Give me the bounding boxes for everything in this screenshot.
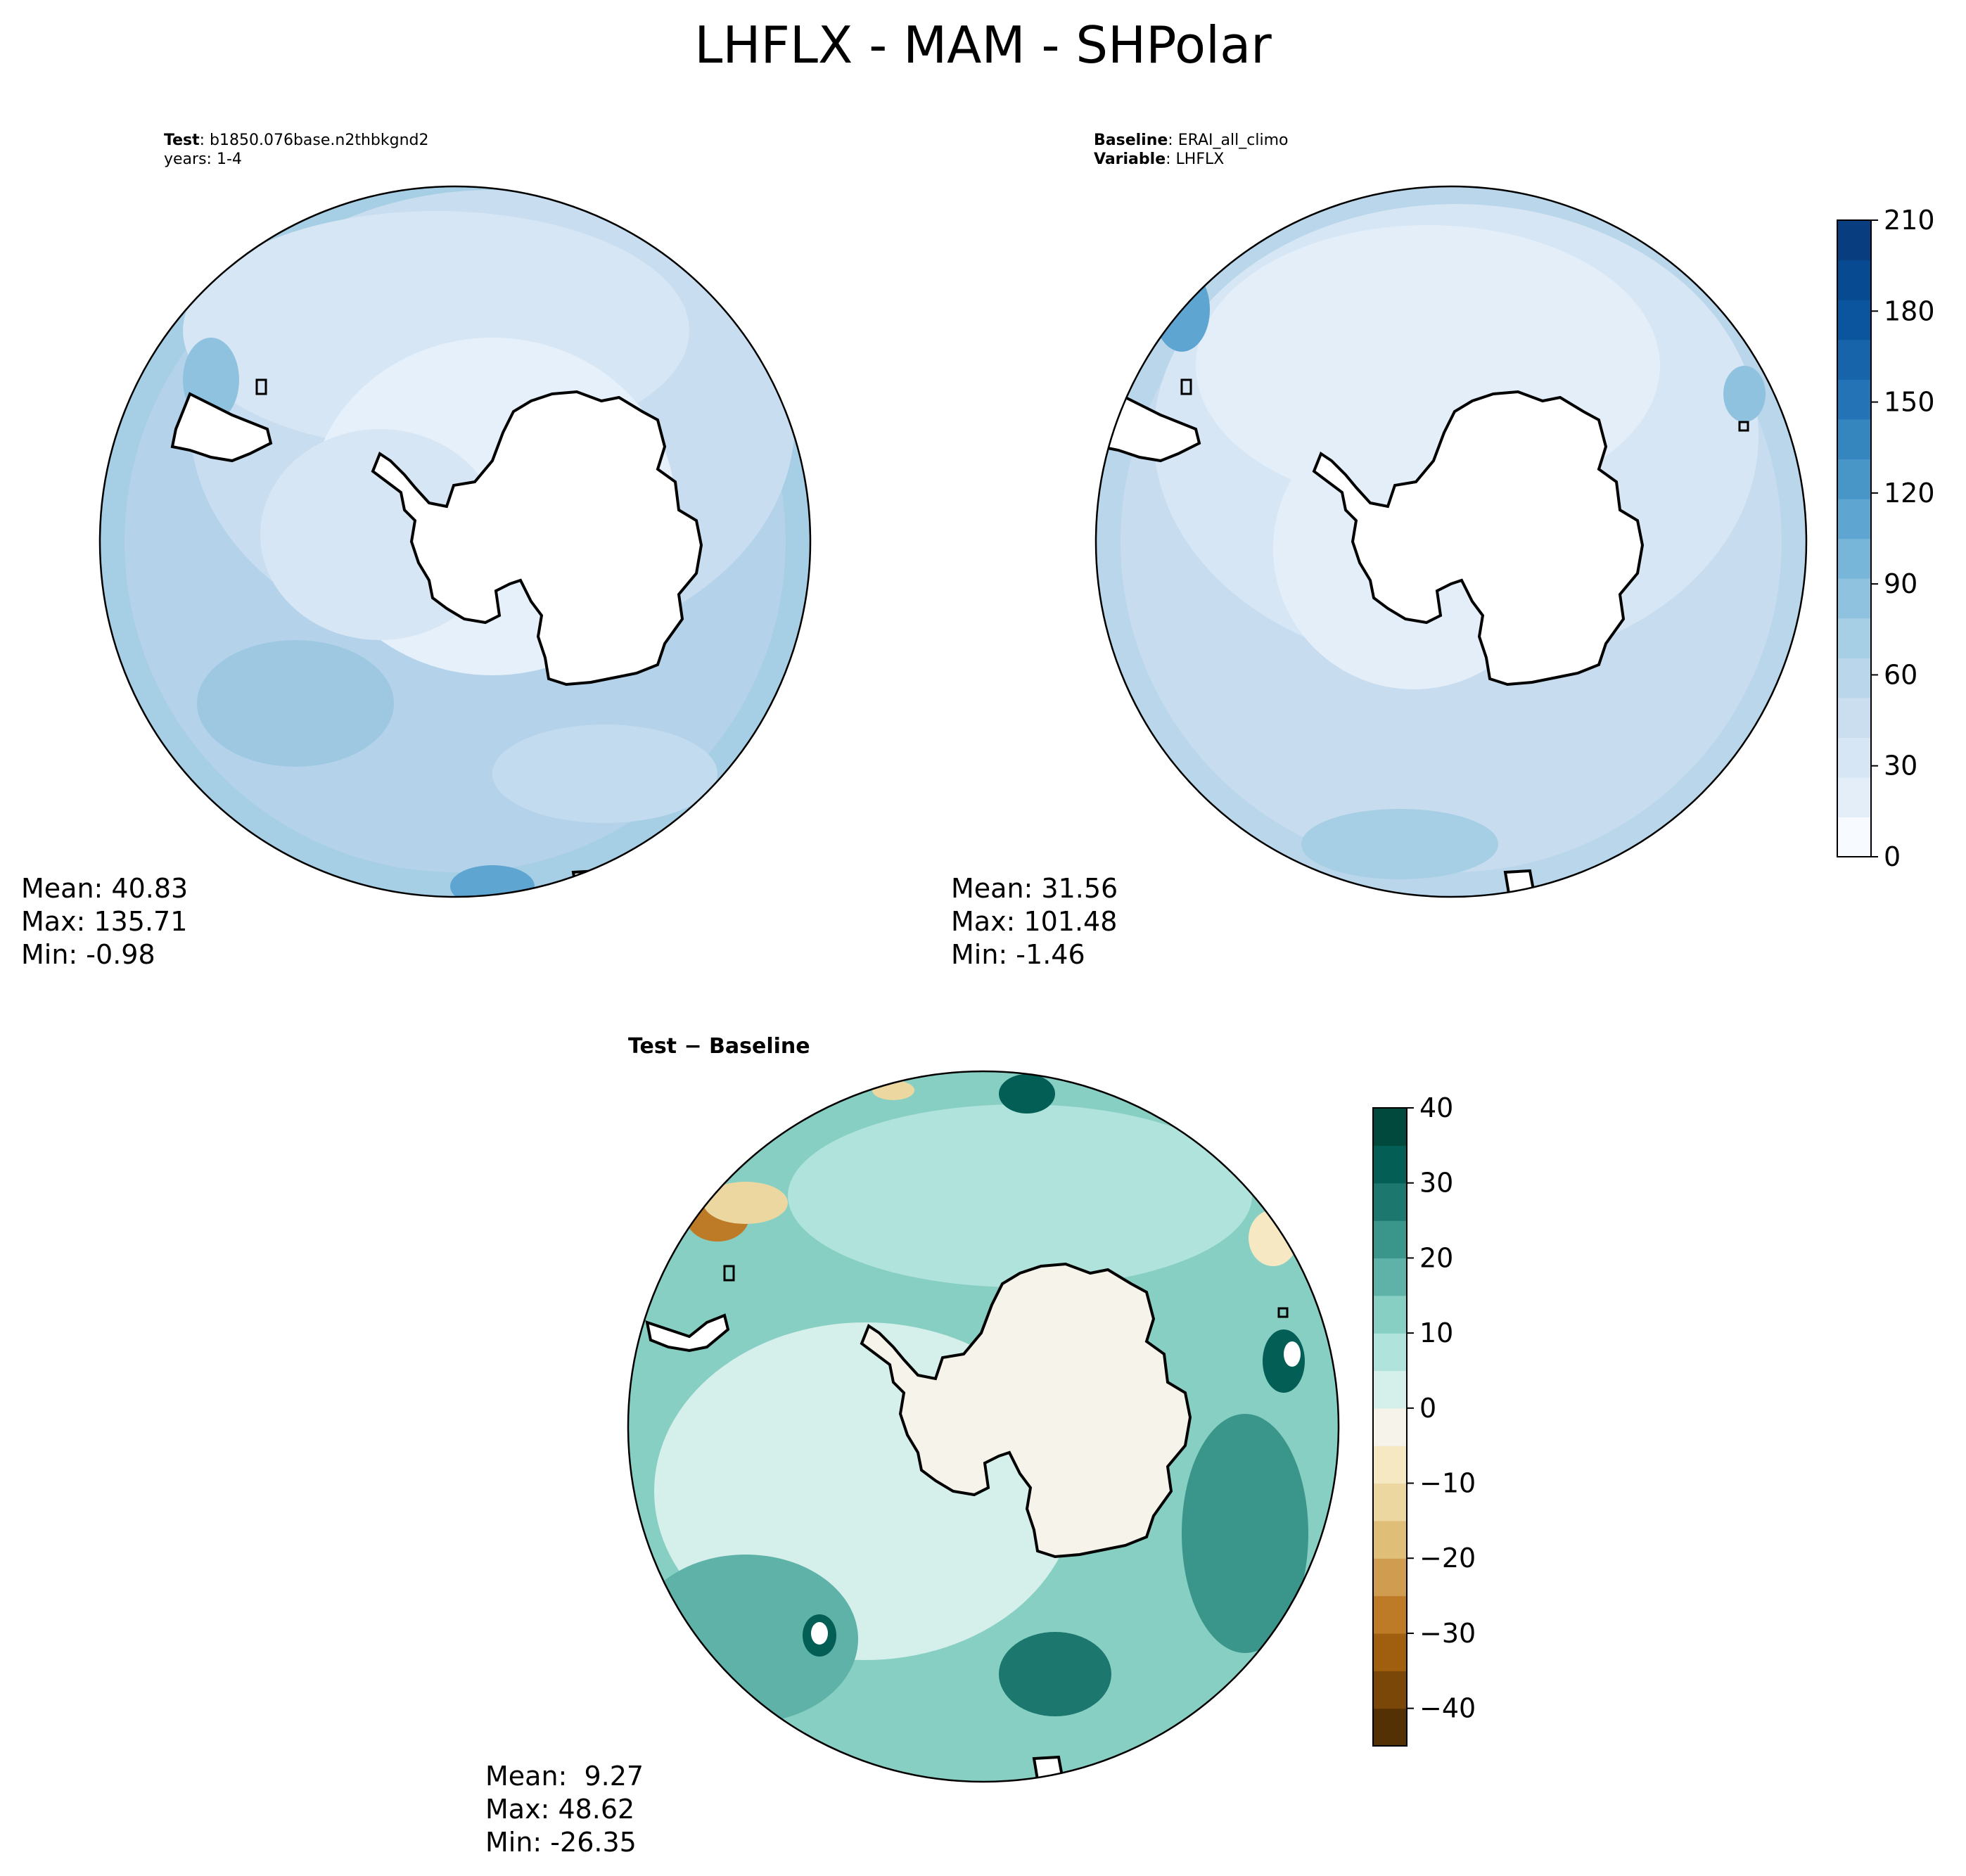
diff-colorbar-bin	[1373, 1446, 1407, 1484]
baseline-panel-header: Baseline: ERAI_all_climo Variable: LHFLX	[1094, 132, 1289, 168]
main-colorbar-bin	[1837, 379, 1871, 420]
diff-map	[628, 1071, 1339, 1782]
test-max: Max: 135.71	[21, 906, 188, 937]
main-colorbar-bin	[1837, 578, 1871, 619]
diff-colorbar-frame	[1372, 1107, 1408, 1747]
diff-colorbar-tick-label: −40	[1419, 1693, 1476, 1724]
diff-colorbar-bin	[1373, 1595, 1407, 1634]
diff-colorbar-bin	[1373, 1520, 1407, 1559]
test-panel-header: Test: b1850.076base.n2thbkgnd2 years: 1-…	[164, 132, 429, 168]
diff-stats: Mean: 9.27 Max: 48.62 Min: -26.35	[485, 1760, 644, 1859]
main-colorbar-bin	[1837, 260, 1871, 300]
diff-colorbar: 40 30 20 10 0 −10 −20 −30 −40	[1372, 1092, 1476, 1747]
diff-colorbar-bin	[1373, 1558, 1407, 1597]
diff-colorbar-bin	[1373, 1708, 1407, 1747]
diff-colorbar-bin	[1373, 1258, 1407, 1296]
main-colorbar-tick-label: 60	[1884, 659, 1917, 690]
diff-map-border	[627, 1070, 1340, 1783]
baseline-max: Max: 101.48	[951, 906, 1118, 937]
main-colorbar-bin	[1837, 419, 1871, 459]
main-colorbar-tick-label: 30	[1884, 751, 1917, 781]
main-colorbar-bin	[1837, 817, 1871, 857]
main-colorbar-tick-label: 0	[1884, 841, 1901, 872]
diff-colorbar-bin	[1373, 1633, 1407, 1671]
baseline-header-label: Baseline	[1094, 132, 1168, 149]
test-case-name: b1850.076base.n2thbkgnd2	[210, 132, 429, 149]
figure-title: LHFLX - MAM - SHPolar	[694, 15, 1272, 75]
diff-colorbar-bin	[1373, 1671, 1407, 1709]
diff-colorbar-bin	[1373, 1333, 1407, 1372]
test-map-border	[98, 185, 812, 898]
diff-colorbar-tick-label: −10	[1419, 1468, 1476, 1499]
variable-header-label: Variable	[1094, 151, 1166, 168]
main-colorbar-bin	[1837, 658, 1871, 698]
main-colorbar-bin	[1837, 300, 1871, 340]
main-colorbar-bin	[1837, 459, 1871, 499]
diff-colorbar-tick-label: 10	[1419, 1317, 1453, 1348]
test-mean: Mean: 40.83	[21, 873, 189, 904]
diff-colorbar-tick-label: −30	[1419, 1618, 1476, 1649]
main-colorbar-bin	[1837, 220, 1871, 261]
main-colorbar-bin	[1837, 737, 1871, 778]
baseline-mean: Mean: 31.56	[951, 873, 1118, 904]
diff-colorbar-tick-label: 30	[1419, 1168, 1453, 1199]
main-colorbar-bin	[1837, 618, 1871, 658]
diff-colorbar-bin	[1373, 1483, 1407, 1521]
diff-colorbar-bin	[1373, 1408, 1407, 1446]
baseline-min: Min: -1.46	[951, 939, 1085, 970]
main-colorbar-bin	[1837, 339, 1871, 380]
diff-colorbar-bin	[1373, 1108, 1407, 1146]
diff-colorbar-tick-label: 40	[1419, 1092, 1453, 1123]
diff-mean: Mean: 9.27	[485, 1761, 644, 1792]
diff-colorbar-tick-label: 20	[1419, 1242, 1453, 1273]
main-colorbar-bin	[1837, 697, 1871, 738]
diff-colorbar-bin	[1373, 1295, 1407, 1334]
baseline-stats: Mean: 31.56 Max: 101.48 Min: -1.46	[951, 872, 1118, 971]
baseline-map	[1096, 186, 1806, 897]
main-colorbar-tick-label: 210	[1884, 205, 1935, 236]
diff-max: Max: 48.62	[485, 1794, 635, 1825]
main-colorbar-tick-label: 90	[1884, 568, 1917, 599]
main-colorbar-bin	[1837, 538, 1871, 579]
baseline-map-border	[1094, 185, 1808, 898]
diff-colorbar-tick-label: 0	[1419, 1393, 1436, 1424]
main-colorbar-tick-label: 120	[1884, 478, 1935, 509]
diff-colorbar-tick-label: −20	[1419, 1543, 1476, 1574]
variable-name: LHFLX	[1175, 151, 1225, 168]
main-colorbar-bin	[1837, 498, 1871, 540]
main-colorbar-tick-label: 150	[1884, 387, 1935, 418]
test-years: years: 1-4	[164, 151, 242, 168]
main-colorbar-frame	[1837, 219, 1872, 857]
diff-colorbar-bin	[1373, 1370, 1407, 1409]
test-stats: Mean: 40.83 Max: 135.71 Min: -0.98	[21, 872, 188, 971]
main-colorbar-tick-label: 180	[1884, 295, 1935, 326]
test-min: Min: -0.98	[21, 939, 155, 970]
test-map	[100, 186, 810, 897]
diff-min: Min: -26.35	[485, 1827, 637, 1858]
test-header-label: Test	[164, 132, 200, 149]
diff-colorbar-bin	[1373, 1220, 1407, 1259]
diff-colorbar-bin	[1373, 1145, 1407, 1184]
baseline-case-name: ERAI_all_climo	[1177, 132, 1289, 149]
main-colorbar: 0 30 60 90 120 150 180 210	[1837, 205, 1935, 872]
main-colorbar-bin	[1837, 777, 1871, 818]
diff-colorbar-bin	[1373, 1182, 1407, 1221]
diff-panel-title: Test − Baseline	[628, 1034, 810, 1059]
